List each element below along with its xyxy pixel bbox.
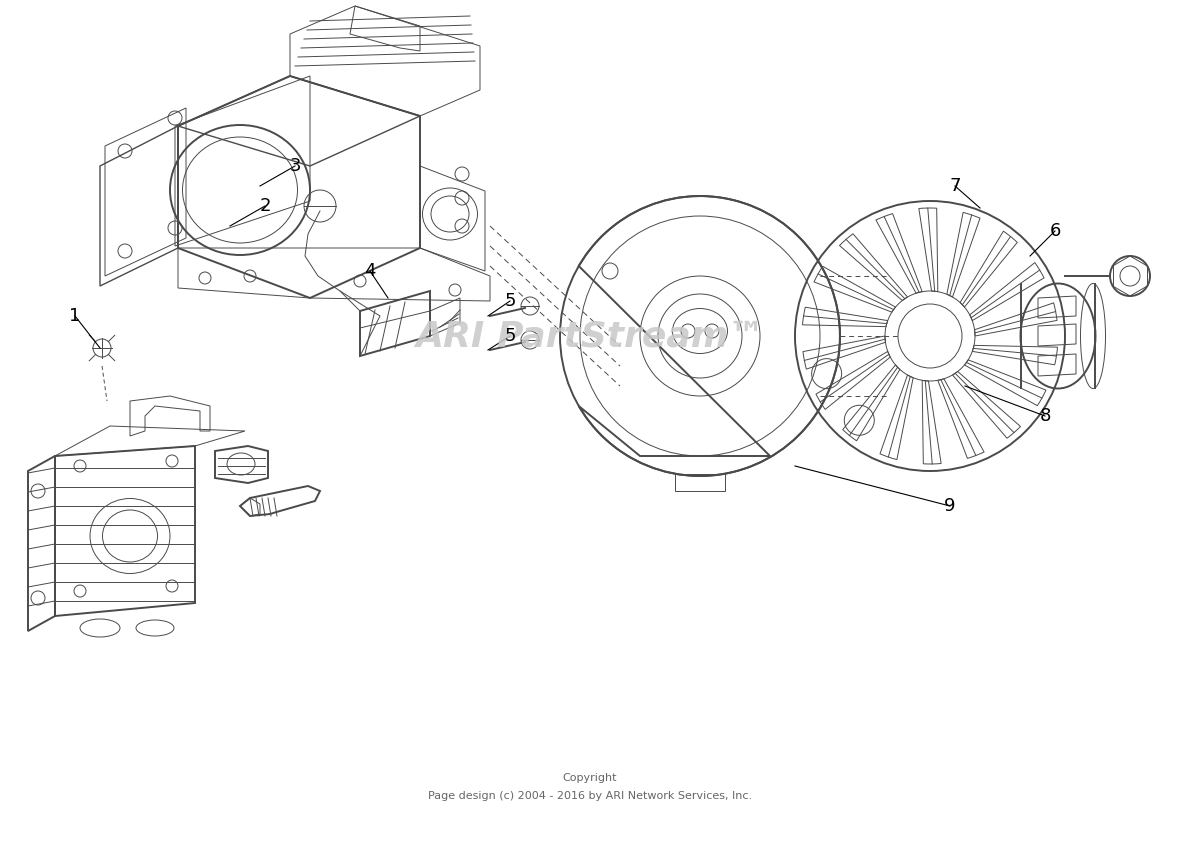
Text: 2: 2 — [260, 197, 270, 215]
Text: 4: 4 — [365, 262, 375, 280]
Text: 9: 9 — [944, 497, 956, 515]
Text: 7: 7 — [949, 177, 961, 195]
Text: 5: 5 — [504, 292, 516, 310]
Text: 6: 6 — [1049, 222, 1061, 240]
Text: 5: 5 — [504, 327, 516, 345]
Text: Page design (c) 2004 - 2016 by ARI Network Services, Inc.: Page design (c) 2004 - 2016 by ARI Netwo… — [428, 791, 752, 801]
Text: 8: 8 — [1040, 407, 1050, 425]
Text: Copyright: Copyright — [563, 773, 617, 783]
Text: 3: 3 — [289, 157, 301, 175]
Text: 1: 1 — [70, 307, 80, 325]
Text: ARI PartStream™: ARI PartStream™ — [415, 319, 765, 353]
